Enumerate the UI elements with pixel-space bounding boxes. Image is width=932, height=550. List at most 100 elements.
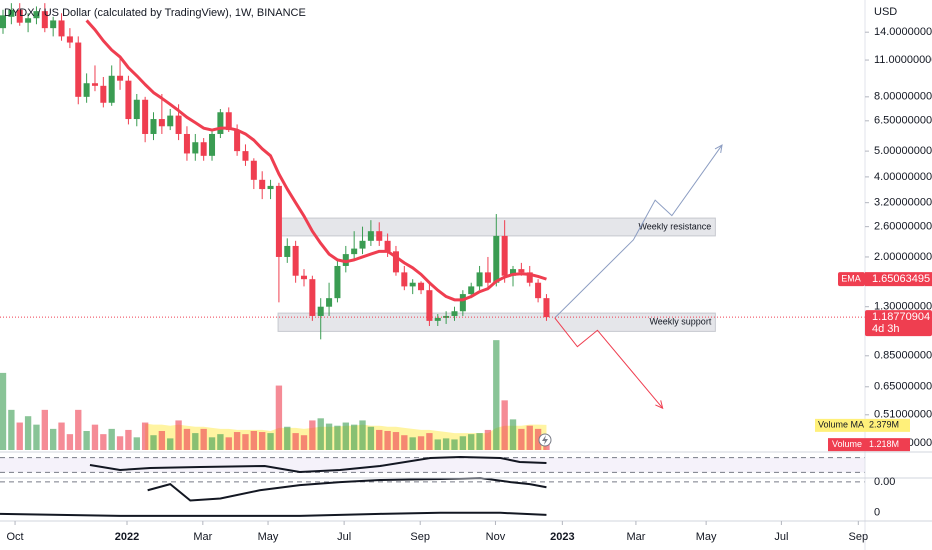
volume-bar (208, 437, 216, 450)
candle-body (158, 119, 165, 127)
y-tick-label: 2.00000000 (874, 251, 932, 263)
indicator-line (147, 476, 547, 502)
volume-bar (275, 385, 283, 450)
volume-bar (100, 434, 107, 450)
volume-bar (259, 432, 266, 450)
ema-name: EMA (841, 274, 861, 284)
candle-body (426, 290, 433, 321)
candle-body (0, 15, 7, 29)
volume-ma-name: Volume MA (818, 420, 864, 430)
candle-body (16, 9, 23, 23)
volume-bar (451, 439, 458, 450)
y-tick-label: 0.85000000 (874, 350, 932, 362)
candle-body (66, 36, 73, 43)
volume-bar (58, 422, 65, 450)
candle-body (484, 272, 491, 283)
candle-body (192, 142, 199, 154)
layers: Weekly resistance Weekly support (0, 3, 865, 517)
candle-body (309, 279, 316, 316)
x-tick-label: May (696, 531, 717, 543)
candle-body (526, 272, 533, 283)
volume-bar (167, 438, 174, 450)
volume-bar (49, 428, 57, 450)
candle-body (200, 142, 207, 156)
volume-bar (250, 430, 258, 450)
volume-bar (493, 340, 500, 450)
volume-bar (476, 433, 483, 450)
candle-body (493, 235, 500, 283)
x-tick-label: Sep (849, 531, 869, 543)
indicator-tick-label: 0 (874, 506, 880, 518)
chart-title: DYDX / US Dollar (calculated by TradingV… (4, 7, 306, 19)
volume-name: Volume (832, 439, 862, 449)
zone-box (277, 312, 716, 332)
candle-body (326, 298, 333, 307)
volume-bar (75, 409, 82, 450)
volume-bar (526, 425, 533, 450)
arrow-head (714, 144, 723, 154)
volume-bar (242, 434, 249, 450)
candle-body (434, 317, 441, 321)
volume-value: 1.218M (869, 439, 899, 449)
y-tick-label: 0.65000000 (874, 381, 932, 393)
volume-ma-value-bg (865, 418, 910, 432)
volume-ma-value: 2.379M (869, 420, 899, 430)
candle-body (100, 85, 107, 103)
volume-bar (350, 424, 358, 450)
volume-bar (309, 420, 316, 450)
volume-bar (501, 400, 508, 450)
volume-value-bg (865, 438, 910, 452)
volume-bar (141, 422, 149, 450)
volume-bar (41, 409, 48, 450)
candle-body (359, 240, 366, 249)
candle-body (334, 265, 341, 299)
volume-bar (518, 428, 525, 450)
candle-body (392, 251, 399, 273)
volume-bar (108, 428, 115, 450)
volume-bar (292, 433, 299, 450)
volume-bar (325, 423, 333, 450)
volume-bar (434, 439, 441, 450)
volume-bar (376, 429, 383, 450)
candle-body (418, 282, 425, 291)
candle-body (459, 294, 466, 312)
volume-bar (200, 428, 207, 450)
zone-label: Weekly support (649, 317, 711, 327)
candle-body (367, 231, 374, 241)
ema-value-bg (865, 272, 932, 287)
candle-body (133, 99, 140, 120)
candle-body (183, 133, 190, 154)
candle-body (543, 298, 550, 318)
volume-bar (233, 432, 241, 450)
volume-bar (334, 425, 341, 450)
volume-bar (317, 418, 324, 450)
candle-body (125, 80, 132, 120)
volume-bar (367, 426, 375, 450)
candle-body (468, 286, 475, 295)
candle-body (342, 254, 349, 266)
candle-body (518, 269, 525, 273)
x-tick-label: May (258, 531, 279, 543)
volume-bar (384, 430, 391, 450)
candle-body (8, 9, 15, 17)
x-tick-label: Jul (774, 531, 788, 543)
zone-label: Weekly resistance (638, 221, 711, 231)
y-tick-label: 14.00000000 (874, 26, 932, 38)
candle-body (451, 311, 458, 316)
x-tick-label: 2022 (115, 531, 139, 543)
volume-bar (468, 434, 475, 450)
volume-bar (225, 437, 232, 450)
candle-body (217, 112, 224, 134)
ema-name-bg (838, 272, 865, 287)
candle-body (225, 112, 232, 131)
candle-body (267, 185, 274, 190)
candle-body (91, 83, 98, 86)
alert-icon[interactable] (538, 433, 552, 447)
volume-bar (284, 426, 291, 450)
x-tick-label: Oct (6, 531, 23, 543)
volume-bar (0, 372, 7, 450)
candle-body (300, 275, 308, 280)
y-tick-label: 4.00000000 (874, 171, 932, 183)
projection-path (554, 144, 723, 319)
candle-body (83, 83, 90, 97)
